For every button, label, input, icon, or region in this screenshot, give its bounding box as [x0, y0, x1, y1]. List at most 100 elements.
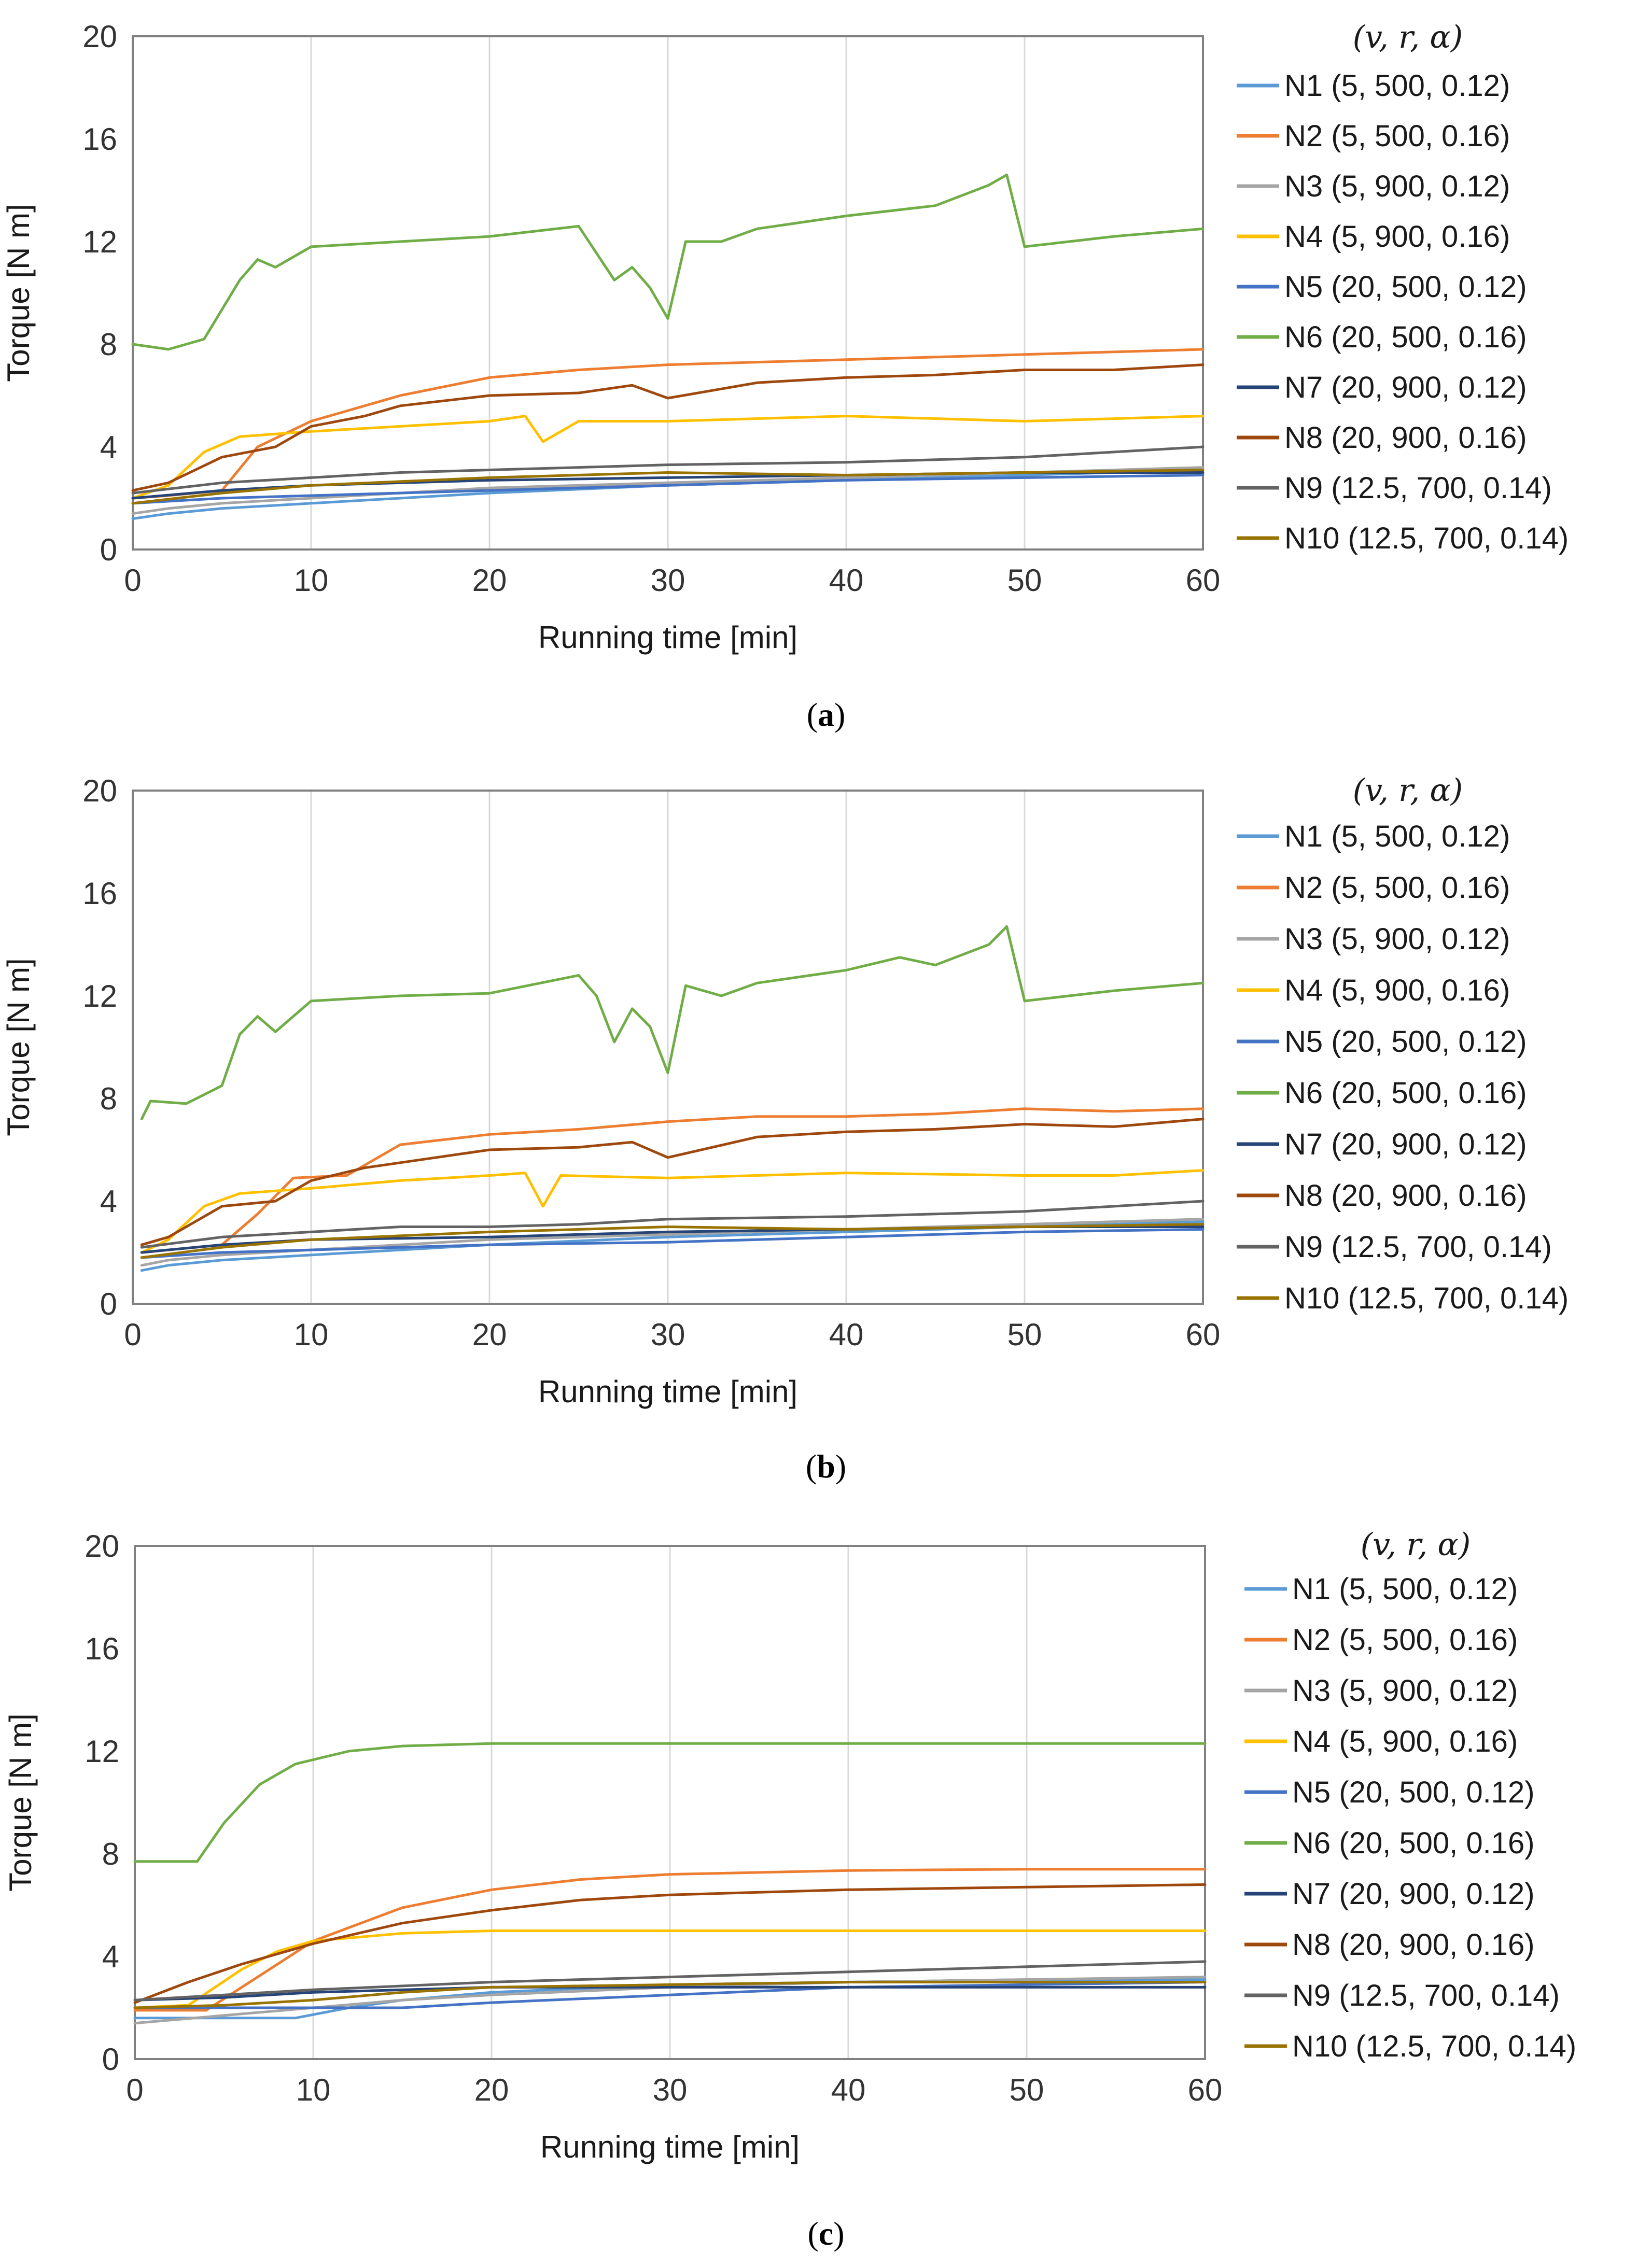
legend-item-n9: N9 (12.5, 700, 0.14): [1237, 1230, 1552, 1264]
y-tick-label: 8: [100, 1081, 117, 1116]
y-axis-title: Torque [N m]: [3, 1713, 38, 1891]
x-axis-title: Running time [min]: [540, 2130, 800, 2164]
legend-label: N6 (20, 500, 0.16): [1284, 320, 1527, 354]
legend: (v, r, α) N1 (5, 500, 0.12) N2 (5, 500, 0.…: [1237, 19, 1569, 555]
y-tick-label: 4: [102, 1939, 119, 1974]
series-lines: [140, 925, 1205, 1272]
panel-caption: (a): [807, 696, 846, 733]
legend-label: N3 (5, 900, 0.12): [1292, 1674, 1518, 1708]
legend-label: N1 (5, 500, 0.12): [1284, 69, 1510, 103]
x-tick-label: 40: [829, 1317, 864, 1352]
series-line-n1: [140, 1220, 1205, 1272]
legend-label: N5 (20, 500, 0.12): [1292, 1776, 1535, 1809]
legend-label: N8 (20, 900, 0.16): [1284, 1179, 1527, 1213]
series-lines: [133, 1742, 1207, 2025]
legend-item-n10: N10 (12.5, 700, 0.14): [1244, 2030, 1576, 2063]
x-tick-label: 30: [653, 2073, 688, 2107]
legend-label: N10 (12.5, 700, 0.14): [1284, 522, 1569, 555]
y-axis: 0 4 8 12 16 20: [82, 773, 117, 1321]
gridlines: [310, 791, 1026, 1304]
legend-item-n7: N7 (20, 900, 0.12): [1237, 371, 1527, 404]
x-tick-label: 10: [294, 1317, 329, 1352]
x-axis: 0 10 20 30 40 50 60: [124, 563, 1220, 598]
series-line-n10: [133, 1981, 1207, 2009]
x-axis-title: Running time [min]: [538, 1374, 797, 1409]
caption-close-paren: ): [833, 2215, 844, 2252]
legend-title: (v, r, α): [1353, 772, 1463, 809]
legend-item-n8: N8 (20, 900, 0.16): [1237, 421, 1527, 455]
y-tick-label: 16: [82, 122, 117, 157]
legend-label: N1 (5, 500, 0.12): [1284, 820, 1510, 853]
caption-open-paren: (: [807, 2215, 818, 2252]
legend-label: N1 (5, 500, 0.12): [1292, 1572, 1518, 1606]
series-line-n8: [140, 1118, 1205, 1246]
legend-item-n7: N7 (20, 900, 0.12): [1237, 1128, 1527, 1161]
x-tick-label: 0: [126, 2073, 143, 2107]
legend-item-n10: N10 (12.5, 700, 0.14): [1237, 522, 1569, 555]
legend-item-n2: N2 (5, 500, 0.16): [1237, 871, 1510, 905]
y-tick-label: 12: [82, 979, 117, 1013]
plot-area-border: [132, 35, 1204, 551]
y-tick-label: 20: [82, 773, 117, 808]
y-tick-label: 8: [100, 327, 117, 362]
chart-panel-c: 0 10 20 30 40 50 60 0 4 8 12 16 20 Running time [min]…: [3, 1527, 1576, 2252]
legend-item-n1: N1 (5, 500, 0.12): [1244, 1572, 1518, 1606]
legend-item-n4: N4 (5, 900, 0.16): [1244, 1725, 1518, 1758]
series-line-n6: [131, 173, 1205, 351]
series-line-n5: [133, 1981, 1207, 2009]
caption-letter: c: [819, 2215, 833, 2252]
plot-area-border: [132, 790, 1204, 1305]
gridlines: [310, 36, 1026, 550]
gridlines: [312, 1546, 1028, 2059]
legend-label: N2 (5, 500, 0.16): [1292, 1623, 1518, 1657]
panel-caption: (b): [806, 1448, 846, 1485]
y-tick-label: 16: [85, 1631, 119, 1666]
x-tick-label: 0: [124, 1317, 141, 1352]
legend-label: N7 (20, 900, 0.12): [1292, 1877, 1535, 1911]
legend-item-n2: N2 (5, 500, 0.16): [1237, 119, 1510, 153]
legend-label: N4 (5, 900, 0.16): [1284, 220, 1510, 253]
caption-open-paren: (: [807, 696, 818, 733]
legend-item-n4: N4 (5, 900, 0.16): [1237, 220, 1510, 253]
x-axis-title: Running time [min]: [538, 620, 797, 655]
legend-label: N4 (5, 900, 0.16): [1292, 1725, 1518, 1758]
y-axis-title: Torque [N m]: [1, 958, 36, 1136]
series-line-n6: [133, 1742, 1207, 1863]
x-tick-label: 20: [472, 563, 507, 598]
series-line-n10: [140, 1223, 1205, 1259]
x-tick-label: 20: [472, 1317, 507, 1352]
legend-item-n6: N6 (20, 500, 0.16): [1237, 1076, 1527, 1110]
legend-label: N2 (5, 500, 0.16): [1284, 871, 1510, 905]
y-tick-label: 8: [102, 1837, 119, 1871]
legend-label: N3 (5, 900, 0.12): [1284, 922, 1510, 956]
x-axis: 0 10 20 30 40 50 60: [126, 2073, 1222, 2107]
series-line-n9: [131, 445, 1205, 495]
legend: (v, r, α) N1 (5, 500, 0.12) N2 (5, 500, 0.…: [1237, 772, 1569, 1315]
legend-label: N5 (20, 500, 0.12): [1284, 1025, 1527, 1059]
series-line-n3: [133, 1976, 1207, 2025]
legend-item-n3: N3 (5, 900, 0.12): [1237, 170, 1510, 203]
y-axis-title: Torque [N m]: [1, 204, 36, 382]
series-line-n9: [133, 1960, 1207, 2002]
legend-title: (v, r, α): [1353, 19, 1463, 55]
x-tick-label: 0: [124, 563, 141, 598]
y-axis: 0 4 8 12 16 20: [82, 19, 117, 567]
series-line-n4: [133, 1929, 1207, 2009]
series-line-n8: [133, 1883, 1207, 2004]
legend-title: (v, r, α): [1361, 1527, 1471, 1563]
legend-item-n5: N5 (20, 500, 0.12): [1237, 270, 1527, 304]
series-line-n8: [131, 363, 1205, 492]
y-tick-label: 0: [100, 532, 117, 567]
legend-item-n5: N5 (20, 500, 0.12): [1244, 1776, 1535, 1809]
legend: (v, r, α) N1 (5, 500, 0.12) N2 (5, 500, 0.…: [1244, 1527, 1576, 2063]
legend-item-n2: N2 (5, 500, 0.16): [1244, 1623, 1518, 1657]
y-tick-label: 12: [82, 224, 117, 259]
legend-item-n1: N1 (5, 500, 0.12): [1237, 820, 1510, 853]
legend-item-n3: N3 (5, 900, 0.12): [1244, 1674, 1518, 1708]
legend-item-n4: N4 (5, 900, 0.16): [1237, 974, 1510, 1007]
legend-label: N3 (5, 900, 0.12): [1284, 170, 1510, 203]
chart-panel-b: 0 10 20 30 40 50 60 0 4 8 12 16 20 Running time [min]…: [1, 772, 1569, 1485]
chart-panel-a: 0 10 20 30 40 50 60 0 4 8 12 16 20 Running time [min]…: [1, 19, 1569, 733]
x-tick-label: 20: [474, 2073, 509, 2107]
